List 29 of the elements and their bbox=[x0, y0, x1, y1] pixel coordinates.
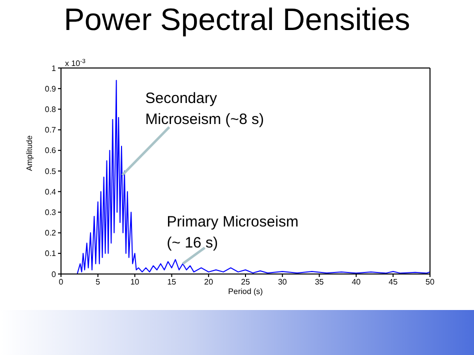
y-tick-label: 0.1 bbox=[44, 249, 57, 258]
y-tick-label: 0 bbox=[52, 270, 57, 279]
y-tick-label: 0.4 bbox=[44, 187, 57, 196]
x-tick-label: 35 bbox=[314, 278, 324, 287]
x-tick-label: 30 bbox=[278, 278, 288, 287]
x-tick-label: 0 bbox=[58, 278, 64, 287]
y-tick-label: 0.5 bbox=[44, 166, 57, 176]
y-tick-label: 0.2 bbox=[44, 228, 57, 238]
x-tick-label: 10 bbox=[130, 278, 140, 287]
line-series bbox=[76, 80, 430, 274]
y-tick-label: 1 bbox=[52, 64, 57, 73]
annotation: Primary Microseism (~ 16 s) bbox=[166, 214, 298, 252]
x-tick-label: 5 bbox=[96, 278, 101, 287]
annotation: x 10$^{-3}$ bbox=[65, 58, 86, 68]
x-tick-label: 25 bbox=[241, 278, 250, 287]
y-axis-title: Amplitude bbox=[24, 134, 34, 171]
annotation: Secondary Microseism (~8 s) bbox=[145, 90, 264, 128]
y-tick-label: 0.7 bbox=[44, 126, 57, 135]
x-axis-title: Period (s) bbox=[228, 287, 264, 296]
y-tick-label: 0.6 bbox=[44, 146, 57, 156]
x-tick-label: 45 bbox=[388, 278, 398, 287]
chart-title: Power Spectral Densities bbox=[62, 1, 412, 39]
x-tick-label: 20 bbox=[204, 278, 214, 287]
x-tick-label: 15 bbox=[167, 278, 177, 287]
y-tick-label: 0.3 bbox=[44, 208, 57, 218]
x-tick-label: 50 bbox=[426, 278, 435, 287]
y-tick-label: 0.8 bbox=[44, 105, 57, 114]
y-tick-label: 0.9 bbox=[44, 84, 57, 94]
x-tick-label: 40 bbox=[352, 278, 362, 287]
